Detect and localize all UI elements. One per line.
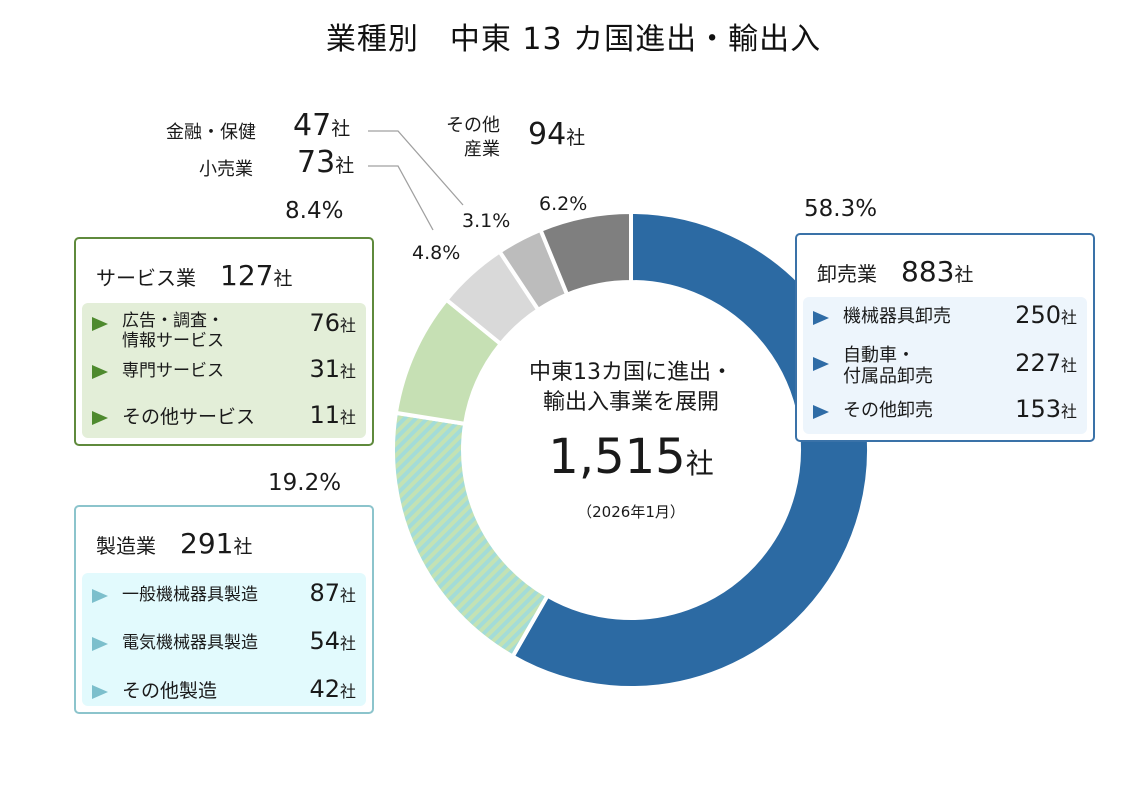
triangle-bullet-icon [813,405,829,419]
center-line-2: 輸出入事業を展開 [542,390,719,415]
wholesale-items-panel: 機械器具卸売 250社 自動車・ 付属品卸売 227社 その他卸売 153社 [803,297,1087,434]
manufacturing-header: 製造業 291社 [96,527,253,560]
chart-title: 業種別 中東 13 カ国進出・輸出入 [325,22,822,57]
service-header: サービス業 127社 [96,259,293,292]
list-item: 専門サービス 31社 [82,355,366,391]
manufacturing-items-panel: 一般機械器具製造 87社 電気機械器具製造 54社 その他製造 42社 [82,573,366,706]
label-finance: 金融・保健 [166,122,256,143]
center-total: 1,515社 [548,429,714,485]
count-other: 94社 [528,117,586,152]
center-line-1: 中東13カ国に進出・ [529,360,733,385]
list-item: その他サービス 11社 [82,401,366,437]
list-item: その他卸売 153社 [803,395,1087,431]
count-retail: 73社 [297,145,355,180]
list-item: その他製造 42社 [82,675,366,711]
label-retail: 小売業 [199,159,253,180]
donut-slice-other [537,209,633,298]
service-items-panel: 広告・調査・ 情報サービス 76社 専門サービス 31社 その他サービス 11社 [82,303,366,438]
triangle-bullet-icon [813,311,829,325]
leader-line-finance [368,130,464,206]
list-item: 広告・調査・ 情報サービス 76社 [82,309,366,353]
triangle-bullet-icon [92,411,108,425]
triangle-bullet-icon [813,357,829,371]
center-summary: 中東13カ国に進出・ 輸出入事業を展開 1,515社 （2026年1月） [481,358,781,522]
pct-label-retail: 4.8% [412,242,461,264]
list-item: 自動車・ 付属品卸売 227社 [803,343,1087,389]
wholesale-breakdown-box: 卸売業 883社 機械器具卸売 250社 自動車・ 付属品卸売 227社 その他卸売… [795,233,1095,442]
triangle-bullet-icon [92,637,108,651]
triangle-bullet-icon [92,317,108,331]
manufacturing-breakdown-box: 製造業 291社 一般機械器具製造 87社 電気機械器具製造 54社 その他製造 … [74,505,374,714]
list-item: 一般機械器具製造 87社 [82,579,366,615]
count-finance: 47社 [293,108,351,143]
triangle-bullet-icon [92,589,108,603]
pct-label-finance: 3.1% [462,210,511,232]
leader-line-retail [368,165,434,231]
wholesale-header: 卸売業 883社 [817,255,974,288]
triangle-bullet-icon [92,365,108,379]
list-item: 機械器具卸売 250社 [803,301,1087,337]
list-item: 電気機械器具製造 54社 [82,627,366,663]
pct-label-wholesale: 58.3% [804,196,878,222]
service-breakdown-box: サービス業 127社 広告・調査・ 情報サービス 76社 専門サービス 31社 その… [74,237,374,446]
pct-label-manufacturing: 19.2% [268,470,342,496]
label-other: その他 産業 [446,115,500,160]
triangle-bullet-icon [92,685,108,699]
pct-label-service: 8.4% [285,198,344,224]
pct-label-other: 6.2% [539,193,588,215]
center-date: （2026年1月） [577,503,685,521]
